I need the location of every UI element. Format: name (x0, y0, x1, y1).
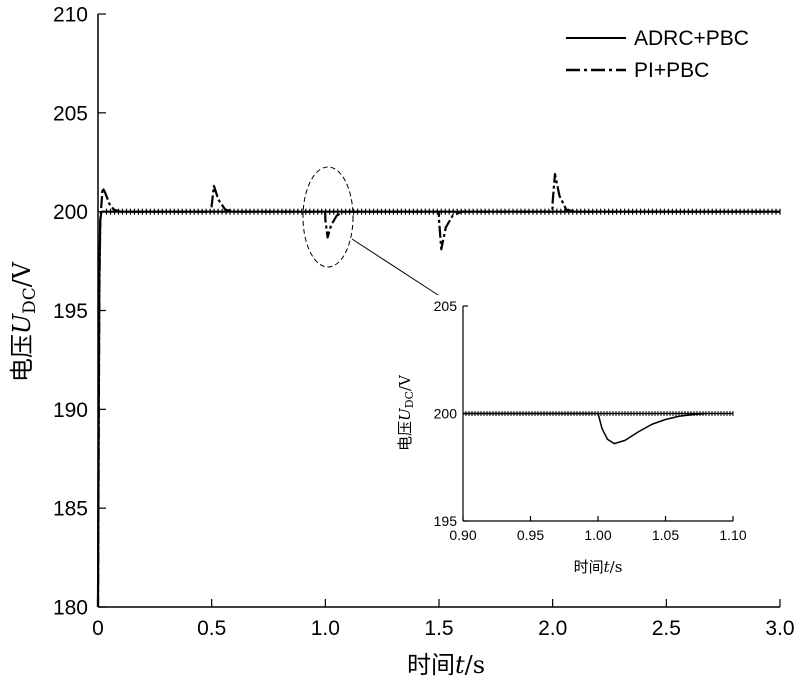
inset-y-axis-title: 电压UDC/V (396, 374, 416, 451)
inset-y-tick-label: 205 (434, 298, 458, 314)
inset-x-tick-label: 1.10 (719, 527, 746, 543)
zoom-leader-line (351, 238, 439, 296)
main-x-tick-label: 0 (92, 617, 104, 640)
main-x-tick-label: 0.5 (197, 617, 226, 640)
main-y-tick-label: 180 (53, 597, 88, 620)
inset-x-tick-label: 0.95 (517, 527, 544, 543)
main-y-axis-title: 电压UDC/V (8, 261, 40, 382)
main-series (96, 173, 781, 608)
main-y-tick-label: 185 (53, 498, 88, 521)
inset-series (462, 411, 734, 445)
legend-label-pi: PI+PBC (634, 59, 709, 82)
main-x-tick-label: 2.5 (652, 617, 681, 640)
main-x-tick-label: 1.5 (424, 617, 453, 640)
inset-x-axis-title: 时间t/s (574, 558, 623, 576)
main-series-pi-pbc (96, 173, 780, 608)
main-x-tick-label: 2.0 (538, 617, 567, 640)
main-x-tick-label: 3.0 (765, 617, 794, 640)
main-x-axis-title: 时间t/s (407, 651, 485, 679)
inset-x-tick-label: 1.00 (584, 527, 611, 543)
main-y-tick-label: 190 (53, 399, 88, 422)
inset-series-pi-pbc (463, 412, 707, 445)
inset-ticks: 0.90 0.95 1.00 1.05 1.10 195 200 205 (434, 298, 747, 543)
main-y-tick-label: 195 (53, 300, 88, 323)
inset-x-tick-label: 1.05 (652, 527, 679, 543)
main-plot-panel: 0 0.5 1.0 1.5 2.0 2.5 3.0 180 185 190 195 200 205 210… (8, 4, 795, 679)
inset-y-tick-label: 200 (434, 406, 458, 422)
main-x-tick-label: 1.0 (311, 617, 340, 640)
main-y-tick-label: 210 (53, 4, 88, 27)
main-y-tick-label: 205 (53, 102, 88, 125)
main-ticks: 0 0.5 1.0 1.5 2.0 2.5 3.0 180 185 190 195 200 205 210 (53, 4, 795, 640)
inset-x-tick-label: 0.90 (449, 527, 476, 543)
main-y-tick-label: 200 (53, 201, 88, 224)
legend: ADRC+PBC PI+PBC (566, 27, 749, 82)
legend-label-adrc: ADRC+PBC (634, 27, 749, 50)
inset-plot-panel: 0.90 0.95 1.00 1.05 1.10 195 200 205 时间t/s 电压UD… (396, 298, 747, 576)
inset-y-tick-label: 195 (434, 513, 458, 529)
zoom-highlight-ellipse (302, 166, 354, 268)
